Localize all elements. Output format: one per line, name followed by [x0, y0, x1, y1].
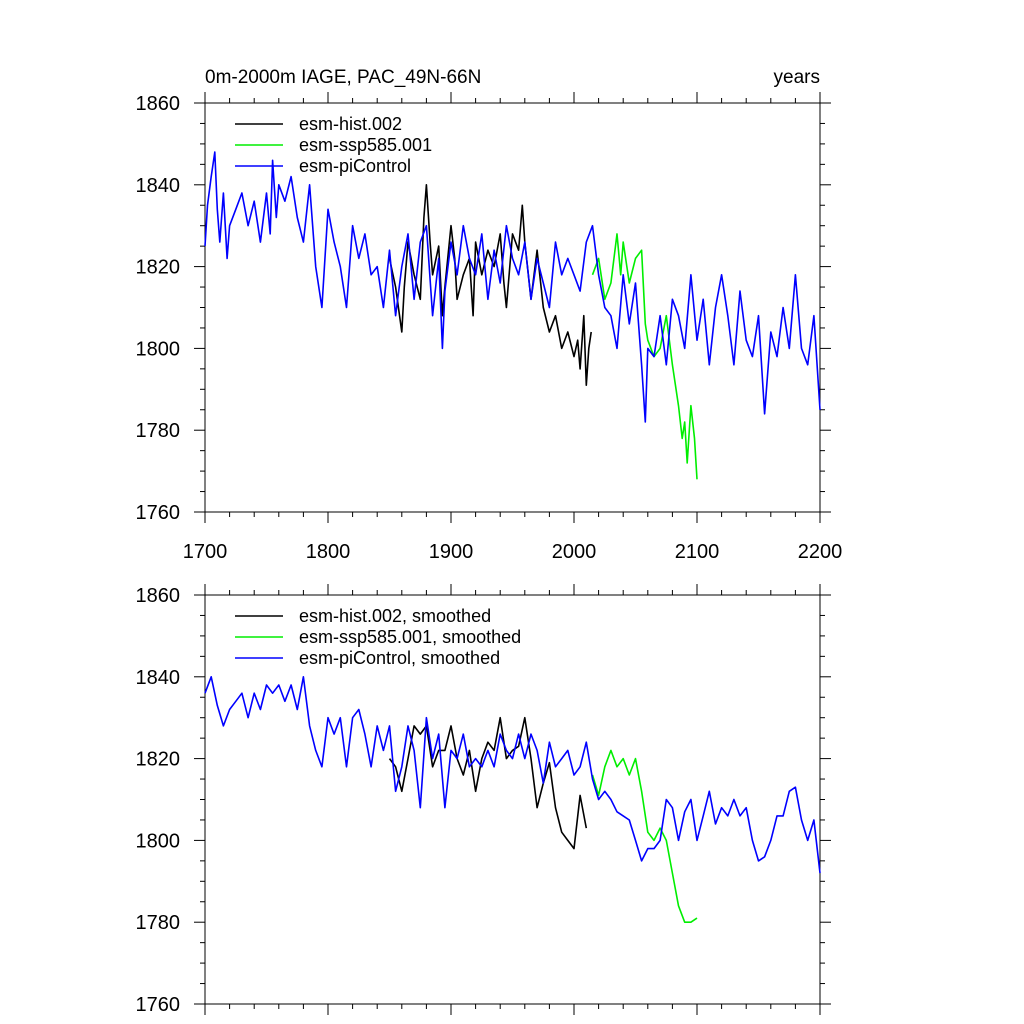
y-tick-label: 1840 [136, 175, 181, 197]
x-tick-label: 1700 [183, 541, 228, 563]
y-tick-label: 1760 [136, 502, 181, 524]
y-tick-label: 1800 [136, 338, 181, 360]
x-tick-label: 1800 [306, 541, 351, 563]
plot-frame [204, 102, 821, 513]
legend-label: esm-hist.002 [299, 114, 402, 134]
series-line-1 [591, 749, 698, 924]
chart-title: 0m-2000m IAGE, PAC_49N-66N [205, 67, 481, 88]
legend-label: esm-ssp585.001 [299, 135, 432, 155]
y-tick-label: 1840 [136, 667, 181, 689]
y-tick-label: 1860 [136, 585, 181, 607]
legend-label: esm-piControl [299, 156, 411, 176]
legend-label: esm-hist.002, smoothed [299, 606, 491, 626]
y-tick-label: 1780 [136, 420, 181, 442]
y-tick-label: 1780 [136, 912, 181, 934]
top-panel: 1760 1780 1800 1820 1840 1860 1700 1800 1900 2000… [136, 67, 843, 563]
bottom-panel: 1760 1780 1800 1820 1840 1860 esm-hist.002, sm… [136, 584, 831, 1016]
series-line-2 [204, 675, 821, 874]
legend-label: esm-ssp585.001, smoothed [299, 627, 521, 647]
x-tick-label: 2000 [552, 541, 597, 563]
y-tick-label: 1820 [136, 257, 181, 279]
x-tick-label: 1900 [429, 541, 474, 563]
x-tick-label: 2100 [675, 541, 720, 563]
y-tick-label: 1860 [136, 93, 181, 115]
series-line-2 [204, 151, 821, 423]
series-line-1 [591, 233, 698, 480]
y-tick-label: 1820 [136, 749, 181, 771]
chart-right-title: years [774, 67, 820, 88]
series-line-0 [388, 716, 588, 850]
y-tick-label: 1800 [136, 830, 181, 852]
plot-frame [204, 594, 821, 1005]
y-tick-label: 1760 [136, 994, 181, 1016]
x-tick-label: 2200 [798, 541, 843, 563]
series-line-0 [388, 184, 592, 387]
legend-label: esm-piControl, smoothed [299, 648, 500, 668]
